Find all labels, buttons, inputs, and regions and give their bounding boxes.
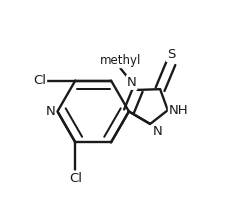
Text: NH: NH	[169, 104, 188, 117]
Text: N: N	[46, 105, 55, 118]
Text: N: N	[152, 125, 162, 138]
Text: Cl: Cl	[69, 172, 82, 184]
Text: N: N	[127, 76, 137, 89]
Text: Cl: Cl	[33, 74, 46, 87]
Text: S: S	[167, 48, 175, 61]
Text: methyl: methyl	[100, 54, 141, 67]
